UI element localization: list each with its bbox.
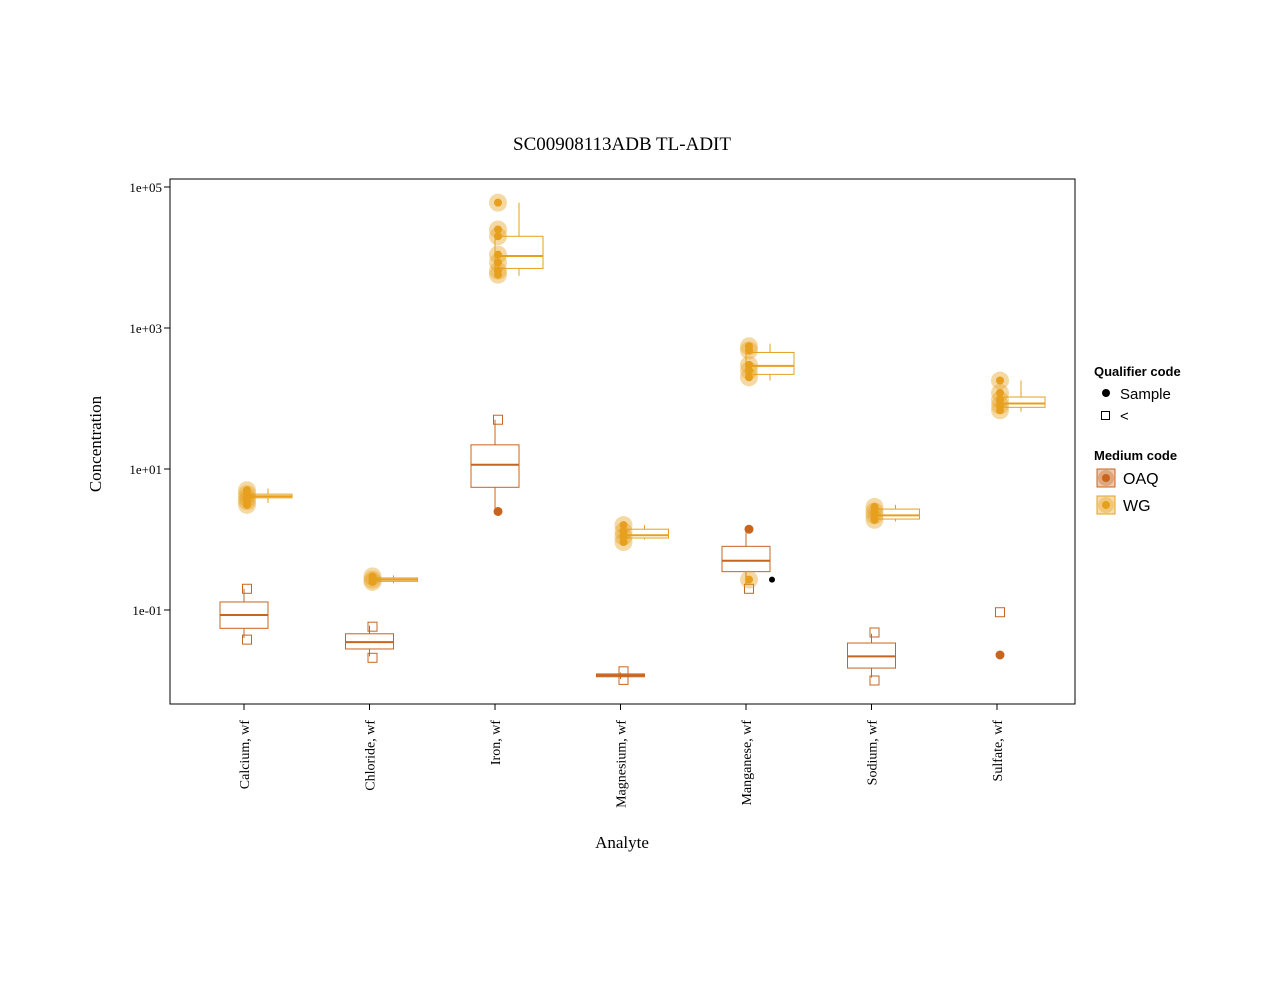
x-tick-label-5: Sodium, wf: [866, 720, 881, 786]
legend-qualifier-less-than: <: [1120, 408, 1129, 425]
point-wg-8: [489, 193, 507, 212]
point-core: [619, 532, 628, 541]
point-wg-20: [740, 341, 758, 360]
x-axis: Calcium, wf Chloride, wf Iron, wf Magnesium…: [238, 704, 1006, 808]
point-core: [494, 250, 502, 259]
point-wg-21: [740, 355, 758, 374]
y-tick-label-3: 1e+05: [129, 180, 162, 195]
box-oaq-5: [847, 633, 896, 678]
point-core: [243, 500, 251, 509]
point-core: [494, 225, 502, 234]
legend-wg-swatch-icon: [1096, 495, 1116, 515]
point-wg-23: [740, 368, 758, 387]
y-axis-label: Concentration: [86, 395, 105, 492]
point-wg-17: [614, 527, 633, 546]
point-core: [494, 258, 502, 267]
y-tick-label-2: 1e+03: [129, 321, 162, 336]
point-wg-29: [991, 371, 1009, 390]
point-oaq-3: [367, 652, 378, 663]
point-oaq-2: [367, 621, 378, 632]
y-axis: 1e-01 1e+01 1e+03 1e+05: [129, 180, 170, 618]
point-wg-33: [991, 401, 1009, 420]
point-wg-4: [238, 495, 256, 514]
point-oaq-8: [744, 524, 754, 534]
legend-qualifier-sample: Sample: [1120, 386, 1171, 403]
point-oaq-11: [869, 675, 880, 686]
point-oaq-10: [869, 627, 880, 638]
point-core: [494, 232, 502, 241]
point-oaq-5: [493, 506, 503, 516]
x-tick-label-1: Chloride, wf: [364, 720, 379, 791]
point-wg-11: [489, 245, 507, 264]
point-oaq-1: [242, 634, 252, 645]
box-oaq-2: [470, 419, 520, 508]
box-layer: [219, 202, 1046, 680]
box-oaq-1: [345, 625, 394, 657]
box-oaq-4: [721, 532, 771, 585]
legend-less-than-square-icon: [1101, 411, 1110, 420]
legend-medium-oaq: OAQ: [1123, 471, 1159, 488]
point-wg-12: [489, 253, 507, 272]
point-oaq-13: [995, 650, 1005, 660]
point-wg-10: [489, 227, 507, 246]
point-oaq-9: [744, 583, 754, 594]
point-core: [368, 577, 377, 586]
point-oaq-7: [618, 674, 629, 685]
plot-frame: [169, 178, 1076, 705]
box-wg-4: [745, 343, 795, 381]
point-core: [996, 376, 1004, 385]
point-oaq-12: [995, 607, 1005, 618]
point-layer: [238, 193, 1009, 686]
box-body: [494, 235, 544, 269]
x-tick-label-0: Calcium, wf: [238, 720, 253, 790]
legend-oaq-swatch-icon: [1096, 468, 1116, 488]
box-wg-2: [494, 202, 544, 276]
x-tick-label-3: Magnesium, wf: [615, 720, 630, 808]
point-wg-18: [614, 533, 633, 552]
point-core: [494, 270, 502, 279]
point-wg-28: [865, 510, 884, 529]
point-core: [745, 373, 753, 382]
legend-qualifier-title: Qualifier code: [1094, 364, 1181, 379]
box-oaq-0: [219, 588, 269, 639]
point-wg-22: [740, 361, 758, 380]
point-core: [996, 388, 1004, 397]
point-core: [996, 406, 1004, 415]
point-wg-15: [614, 516, 633, 535]
point-core: [745, 366, 753, 375]
x-axis-label: Analyte: [595, 833, 649, 852]
point-oaq-4: [493, 414, 503, 425]
y-tick-label-1: 1e+01: [129, 462, 162, 477]
legend-medium-wg: WG: [1123, 498, 1151, 515]
box-body: [721, 545, 771, 573]
point-core: [870, 515, 879, 524]
point-wg-14: [489, 265, 507, 284]
point-core: [494, 198, 502, 207]
point-extra-0: [769, 576, 775, 583]
legend-medium-title: Medium code: [1094, 448, 1177, 463]
box-body: [470, 444, 520, 488]
point-core: [619, 521, 628, 530]
chart-title: SC00908113ADB TL-ADIT: [513, 134, 731, 155]
x-tick-label-6: Sulfate, wf: [991, 720, 1006, 782]
point-wg-7: [363, 572, 382, 591]
point-wg-24: [740, 570, 758, 589]
point-core: [745, 360, 753, 369]
legend: Qualifier code Sample < Medium code OAQ …: [1094, 364, 1181, 515]
point-oaq-0: [242, 583, 252, 594]
point-core: [745, 575, 753, 584]
point-wg-9: [489, 220, 507, 239]
y-tick-label-0: 1e-01: [132, 603, 162, 618]
x-tick-label-4: Manganese, wf: [740, 720, 755, 806]
point-core: [619, 538, 628, 547]
legend-sample-dot-icon: [1102, 389, 1110, 397]
point-wg-30: [991, 383, 1009, 402]
point-core: [745, 346, 753, 355]
x-tick-label-2: Iron, wf: [489, 720, 504, 765]
